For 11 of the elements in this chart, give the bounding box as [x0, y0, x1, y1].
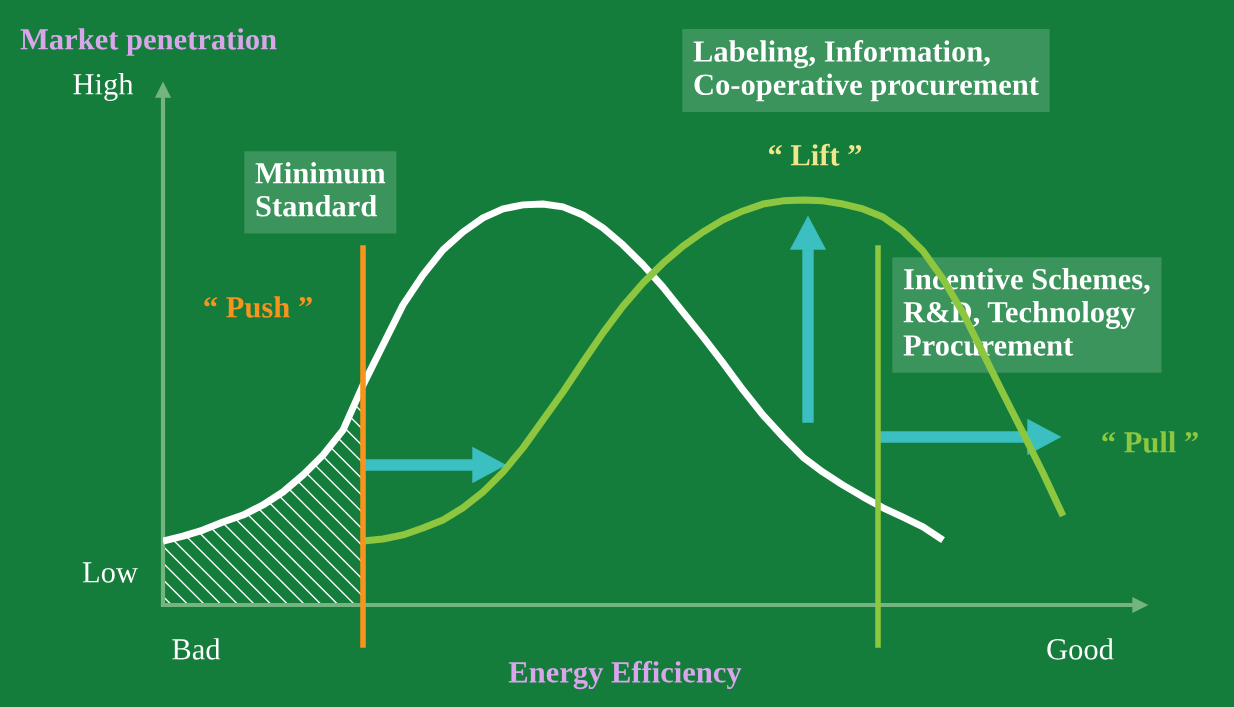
text: Labeling, Information, Co-operative procurement [693, 40, 1039, 102]
text: Bad [172, 638, 221, 660]
y-axis-title: Market penetration [20, 28, 277, 56]
text: High [73, 73, 134, 101]
text: Low [82, 562, 138, 583]
annotation: “ Push ” [204, 296, 312, 318]
text: Good [1047, 638, 1114, 660]
text: “ Lift ” [768, 143, 862, 166]
annotation: Minimum Standard [255, 162, 386, 217]
text: “ Pull ” [1102, 431, 1198, 453]
x-axis-title: Energy Efficiency [508, 660, 742, 690]
